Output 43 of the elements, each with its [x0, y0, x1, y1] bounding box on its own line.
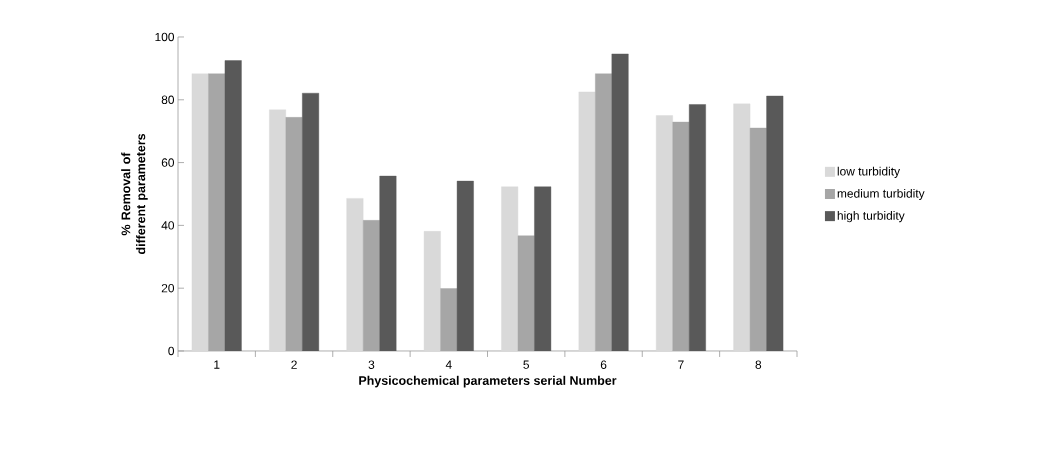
- bar: [224, 60, 242, 351]
- bar: [285, 117, 303, 351]
- y-tick-label: 100: [155, 32, 175, 42]
- bar: [595, 73, 613, 351]
- bar: [534, 186, 552, 351]
- y-axis-title: % Removal of different parameters: [121, 133, 148, 255]
- x-tick-label: 3: [368, 360, 375, 369]
- x-tick-label: 1: [214, 360, 220, 369]
- bar: [379, 175, 397, 351]
- bar: [423, 231, 441, 351]
- x-tick-label: 2: [291, 360, 297, 369]
- bar: [749, 127, 767, 351]
- bar: [456, 180, 474, 351]
- x-tick-label: 6: [600, 360, 607, 369]
- x-tick-label: 5: [523, 360, 530, 369]
- bar: [517, 235, 535, 351]
- x-tick-label: 8: [755, 360, 762, 369]
- bar: [269, 109, 287, 351]
- bar: [578, 91, 596, 351]
- y-tick-label: 40: [161, 221, 175, 230]
- bar: [346, 198, 364, 351]
- bar: [191, 73, 209, 351]
- y-tick-label: 60: [161, 158, 175, 167]
- bar: [733, 103, 751, 351]
- y-tick-label: 0: [168, 346, 175, 356]
- x-tick-label: 7: [678, 360, 684, 369]
- x-axis-title: Physicochemical parameters serial Number: [359, 375, 617, 388]
- legend-label: medium turbidity: [837, 188, 925, 201]
- bar: [655, 115, 673, 351]
- bar: [208, 73, 226, 351]
- bar: [688, 104, 706, 351]
- bar: [362, 220, 380, 351]
- legend-label: low turbidity: [837, 166, 901, 178]
- y-tick-label: 80: [161, 95, 175, 105]
- x-tick-label: 4: [445, 360, 452, 369]
- bar: [766, 95, 784, 351]
- bar: [611, 53, 629, 351]
- bar: [302, 92, 320, 351]
- bar: [501, 186, 519, 351]
- bar: [672, 121, 690, 351]
- y-tick-label: 20: [161, 283, 175, 293]
- bar: [440, 288, 458, 351]
- legend-label: high turbidity: [837, 211, 905, 223]
